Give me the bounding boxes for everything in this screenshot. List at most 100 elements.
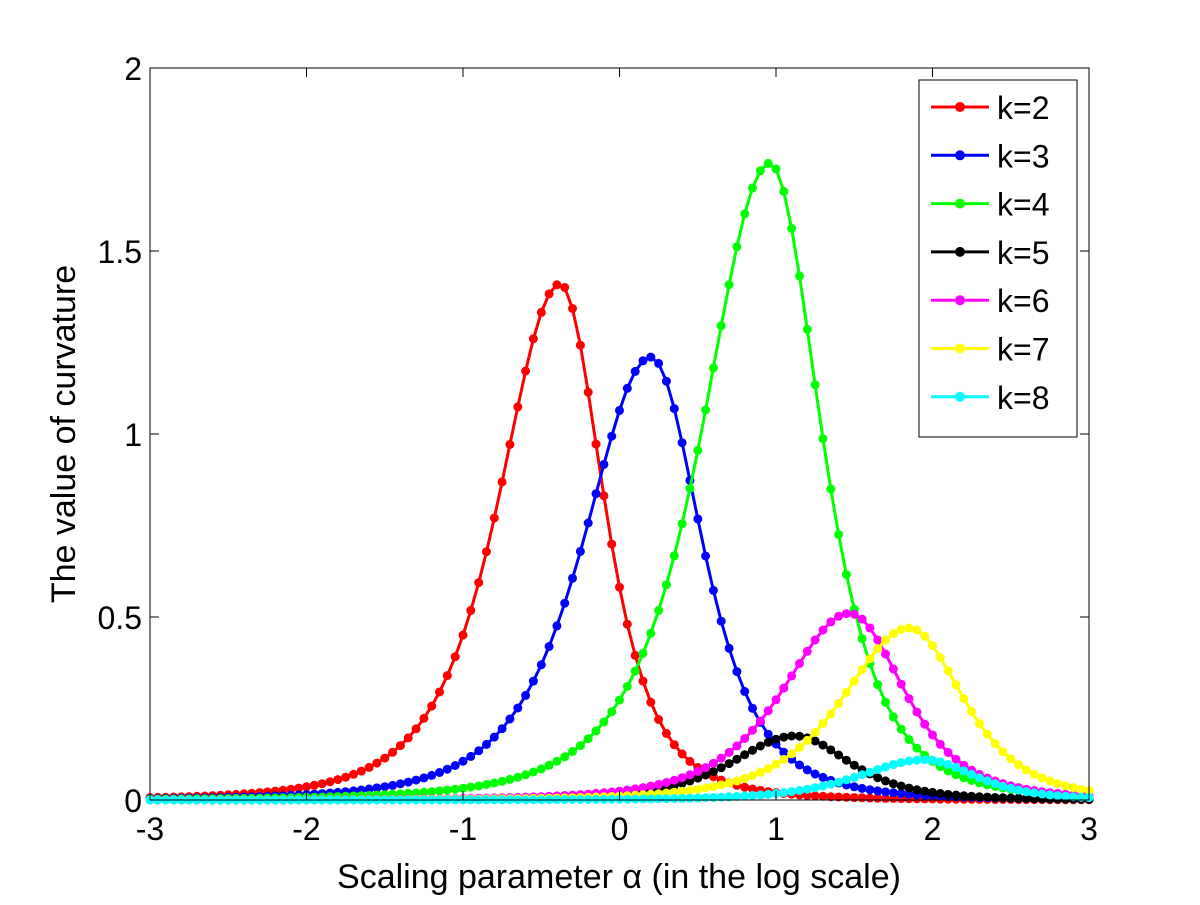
data-point (693, 784, 703, 794)
data-point (935, 789, 945, 798)
data-point (505, 440, 515, 449)
data-point (388, 747, 398, 757)
data-point (982, 776, 992, 786)
data-point (497, 724, 507, 734)
data-point (982, 792, 992, 802)
data-point (740, 782, 750, 792)
data-point (841, 570, 851, 579)
data-point (411, 724, 421, 734)
data-point (513, 772, 523, 782)
data-point (435, 768, 444, 777)
data-point (724, 280, 734, 290)
legend-label: k=5 (997, 235, 1049, 271)
data-point (888, 629, 898, 638)
data-point (677, 519, 687, 529)
data-point (826, 617, 836, 627)
data-point (763, 789, 773, 799)
data-point (294, 783, 304, 793)
data-point (630, 650, 640, 660)
data-point (607, 707, 617, 717)
data-point (732, 792, 742, 801)
data-point (920, 719, 930, 729)
data-point (912, 625, 922, 635)
data-point (834, 611, 844, 621)
data-point (974, 773, 984, 783)
data-point (787, 671, 797, 681)
data-point (513, 402, 523, 412)
data-point (787, 223, 797, 233)
data-point (505, 774, 515, 784)
data-point (1068, 783, 1078, 793)
data-point (302, 782, 311, 792)
data-point (474, 746, 484, 756)
data-point (677, 786, 687, 796)
data-point (716, 753, 726, 763)
data-point (943, 747, 953, 757)
data-point (1021, 793, 1031, 803)
data-point (489, 778, 499, 788)
data-point (568, 304, 577, 313)
data-point (732, 741, 742, 751)
data-point (849, 782, 859, 792)
data-point (708, 782, 718, 792)
legend: k=2 k=3 k=4 k=5 k=6 k=7 k=8 (918, 79, 1078, 438)
data-point (708, 363, 718, 373)
data-point (356, 766, 366, 776)
data-point (990, 793, 1000, 802)
data-point (771, 734, 781, 744)
data-point (630, 784, 640, 794)
legend-swatch-marker (955, 295, 965, 306)
data-point (693, 445, 703, 455)
data-point (693, 766, 703, 776)
data-point (630, 794, 640, 804)
data-point (677, 438, 687, 448)
data-point (607, 794, 617, 804)
x-tick-label: -3 (136, 811, 164, 847)
x-axis-label: Scaling parameter α (in the log scale) (337, 858, 901, 896)
data-point (951, 680, 961, 690)
data-point (419, 773, 429, 783)
data-point (1037, 773, 1047, 783)
data-point (1061, 781, 1070, 791)
data-point (904, 623, 914, 633)
data-point (497, 477, 507, 487)
data-point (716, 321, 726, 331)
data-point (857, 793, 867, 803)
data-point (669, 404, 679, 414)
data-point (528, 676, 538, 686)
data-point (740, 773, 750, 783)
data-point (1021, 787, 1031, 797)
data-point (646, 794, 656, 804)
data-point (849, 793, 859, 803)
data-point (873, 773, 883, 783)
data-point (849, 676, 859, 686)
data-point (419, 787, 429, 797)
data-point (904, 756, 914, 766)
y-tick-label: 1.5 (98, 234, 142, 270)
data-point (849, 609, 859, 619)
data-point (716, 780, 726, 790)
data-point (888, 664, 898, 674)
data-point (1045, 790, 1055, 800)
data-point (834, 530, 844, 539)
data-point (810, 769, 820, 779)
data-point (857, 770, 867, 780)
data-point (802, 324, 812, 334)
data-point (920, 755, 930, 765)
data-point (372, 758, 382, 768)
data-point (857, 634, 867, 644)
data-point (779, 754, 789, 764)
data-point (435, 687, 444, 697)
x-tick-label: -1 (449, 811, 477, 847)
data-point (795, 743, 804, 752)
data-point (708, 758, 718, 768)
data-point (912, 743, 922, 753)
data-point (873, 680, 883, 690)
data-point (888, 760, 898, 770)
data-point (834, 750, 844, 760)
data-point (489, 513, 499, 523)
data-point (881, 649, 890, 659)
data-point (802, 790, 812, 800)
data-point (920, 631, 930, 641)
